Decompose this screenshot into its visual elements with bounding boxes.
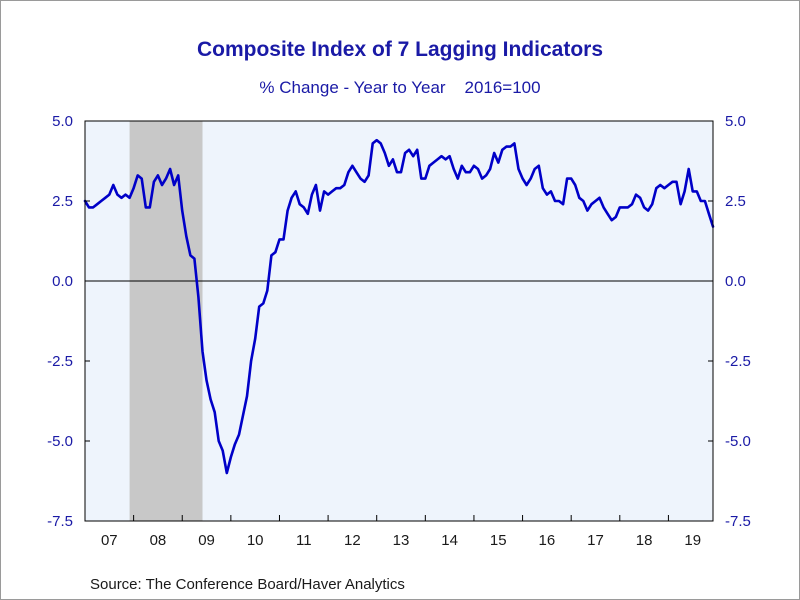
x-tick-label: 14 — [441, 532, 458, 549]
x-tick-label: 08 — [150, 532, 167, 549]
x-tick-label: 13 — [393, 532, 410, 549]
x-tick-label: 15 — [490, 532, 507, 549]
y-tick-label-left: 0.0 — [52, 273, 73, 290]
y-tick-label-right: -2.5 — [725, 353, 751, 370]
y-tick-label-right: -7.5 — [725, 513, 751, 530]
recession-band — [129, 121, 203, 521]
x-tick-label: 11 — [296, 532, 312, 549]
y-tick-label-left: -7.5 — [47, 513, 73, 530]
y-tick-label-right: 0.0 — [725, 273, 746, 290]
y-tick-label-left: 5.0 — [52, 113, 73, 130]
y-tick-label-right: 2.5 — [725, 193, 746, 210]
x-tick-label: 07 — [101, 532, 118, 549]
y-tick-label-right: 5.0 — [725, 113, 746, 130]
y-tick-label-left: -2.5 — [47, 353, 73, 370]
y-tick-label-left: -5.0 — [47, 433, 73, 450]
x-tick-label: 17 — [587, 532, 604, 549]
x-tick-label: 12 — [344, 532, 361, 549]
series-line-0 — [83, 138, 715, 475]
source-note: Source: The Conference Board/Haver Analy… — [90, 576, 405, 593]
plot-border — [84, 120, 714, 522]
x-tick-label: 16 — [539, 532, 556, 549]
chart-subtitle: % Change - Year to Year 2016=100 — [259, 78, 541, 97]
y-tick-label-left: 2.5 — [52, 193, 73, 210]
y-tick-label-right: -5.0 — [725, 433, 751, 450]
chart-title: Composite Index of 7 Lagging Indicators — [196, 38, 604, 61]
x-tick-label: 10 — [247, 532, 264, 549]
x-tick-label: 09 — [198, 532, 215, 549]
x-tick-label: 19 — [684, 532, 701, 549]
x-tick-label: 18 — [636, 532, 653, 549]
